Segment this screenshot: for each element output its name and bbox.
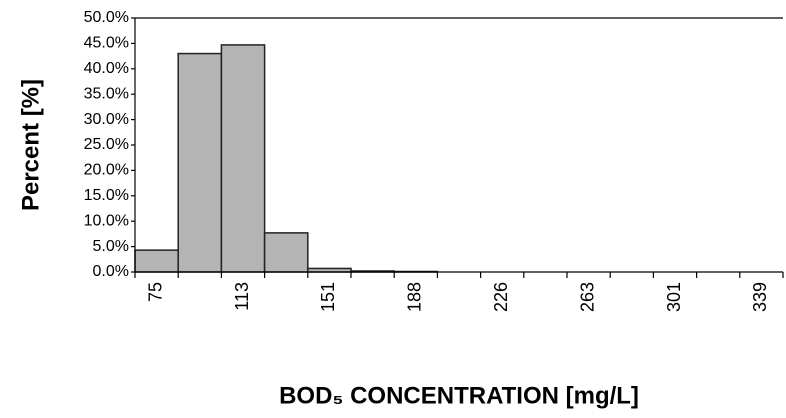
- x-tick-label: 226: [491, 282, 511, 312]
- y-tick-label: 50.0%: [84, 9, 129, 26]
- x-axis-label: BOD₅ CONCENTRATION [mg/L]: [279, 382, 639, 409]
- y-tick-label: 35.0%: [84, 85, 129, 102]
- bar: [177, 52, 223, 273]
- x-tick-label: 113: [232, 282, 252, 311]
- x-tick-label: 339: [750, 282, 770, 312]
- y-tick-label: 10.0%: [84, 212, 129, 229]
- y-tick-label: 5.0%: [93, 238, 129, 255]
- bar: [134, 249, 179, 273]
- y-tick-label: 20.0%: [84, 162, 129, 179]
- bar: [220, 44, 266, 273]
- y-tick-label: 40.0%: [84, 60, 129, 77]
- bar: [263, 232, 309, 273]
- x-tick-label: 263: [577, 282, 597, 312]
- y-axis-label: Percent [%]: [17, 79, 44, 211]
- y-tick-label: 25.0%: [84, 136, 129, 153]
- y-tick-label: 30.0%: [84, 111, 129, 128]
- y-tick-label: 45.0%: [84, 35, 129, 52]
- x-tick-label: 301: [664, 282, 684, 312]
- y-tick-label: 0.0%: [93, 263, 129, 280]
- x-tick-label: 151: [318, 282, 338, 312]
- x-tick-label: 75: [145, 282, 165, 302]
- y-tick-label: 15.0%: [84, 187, 129, 204]
- x-tick-label: 188: [405, 282, 425, 312]
